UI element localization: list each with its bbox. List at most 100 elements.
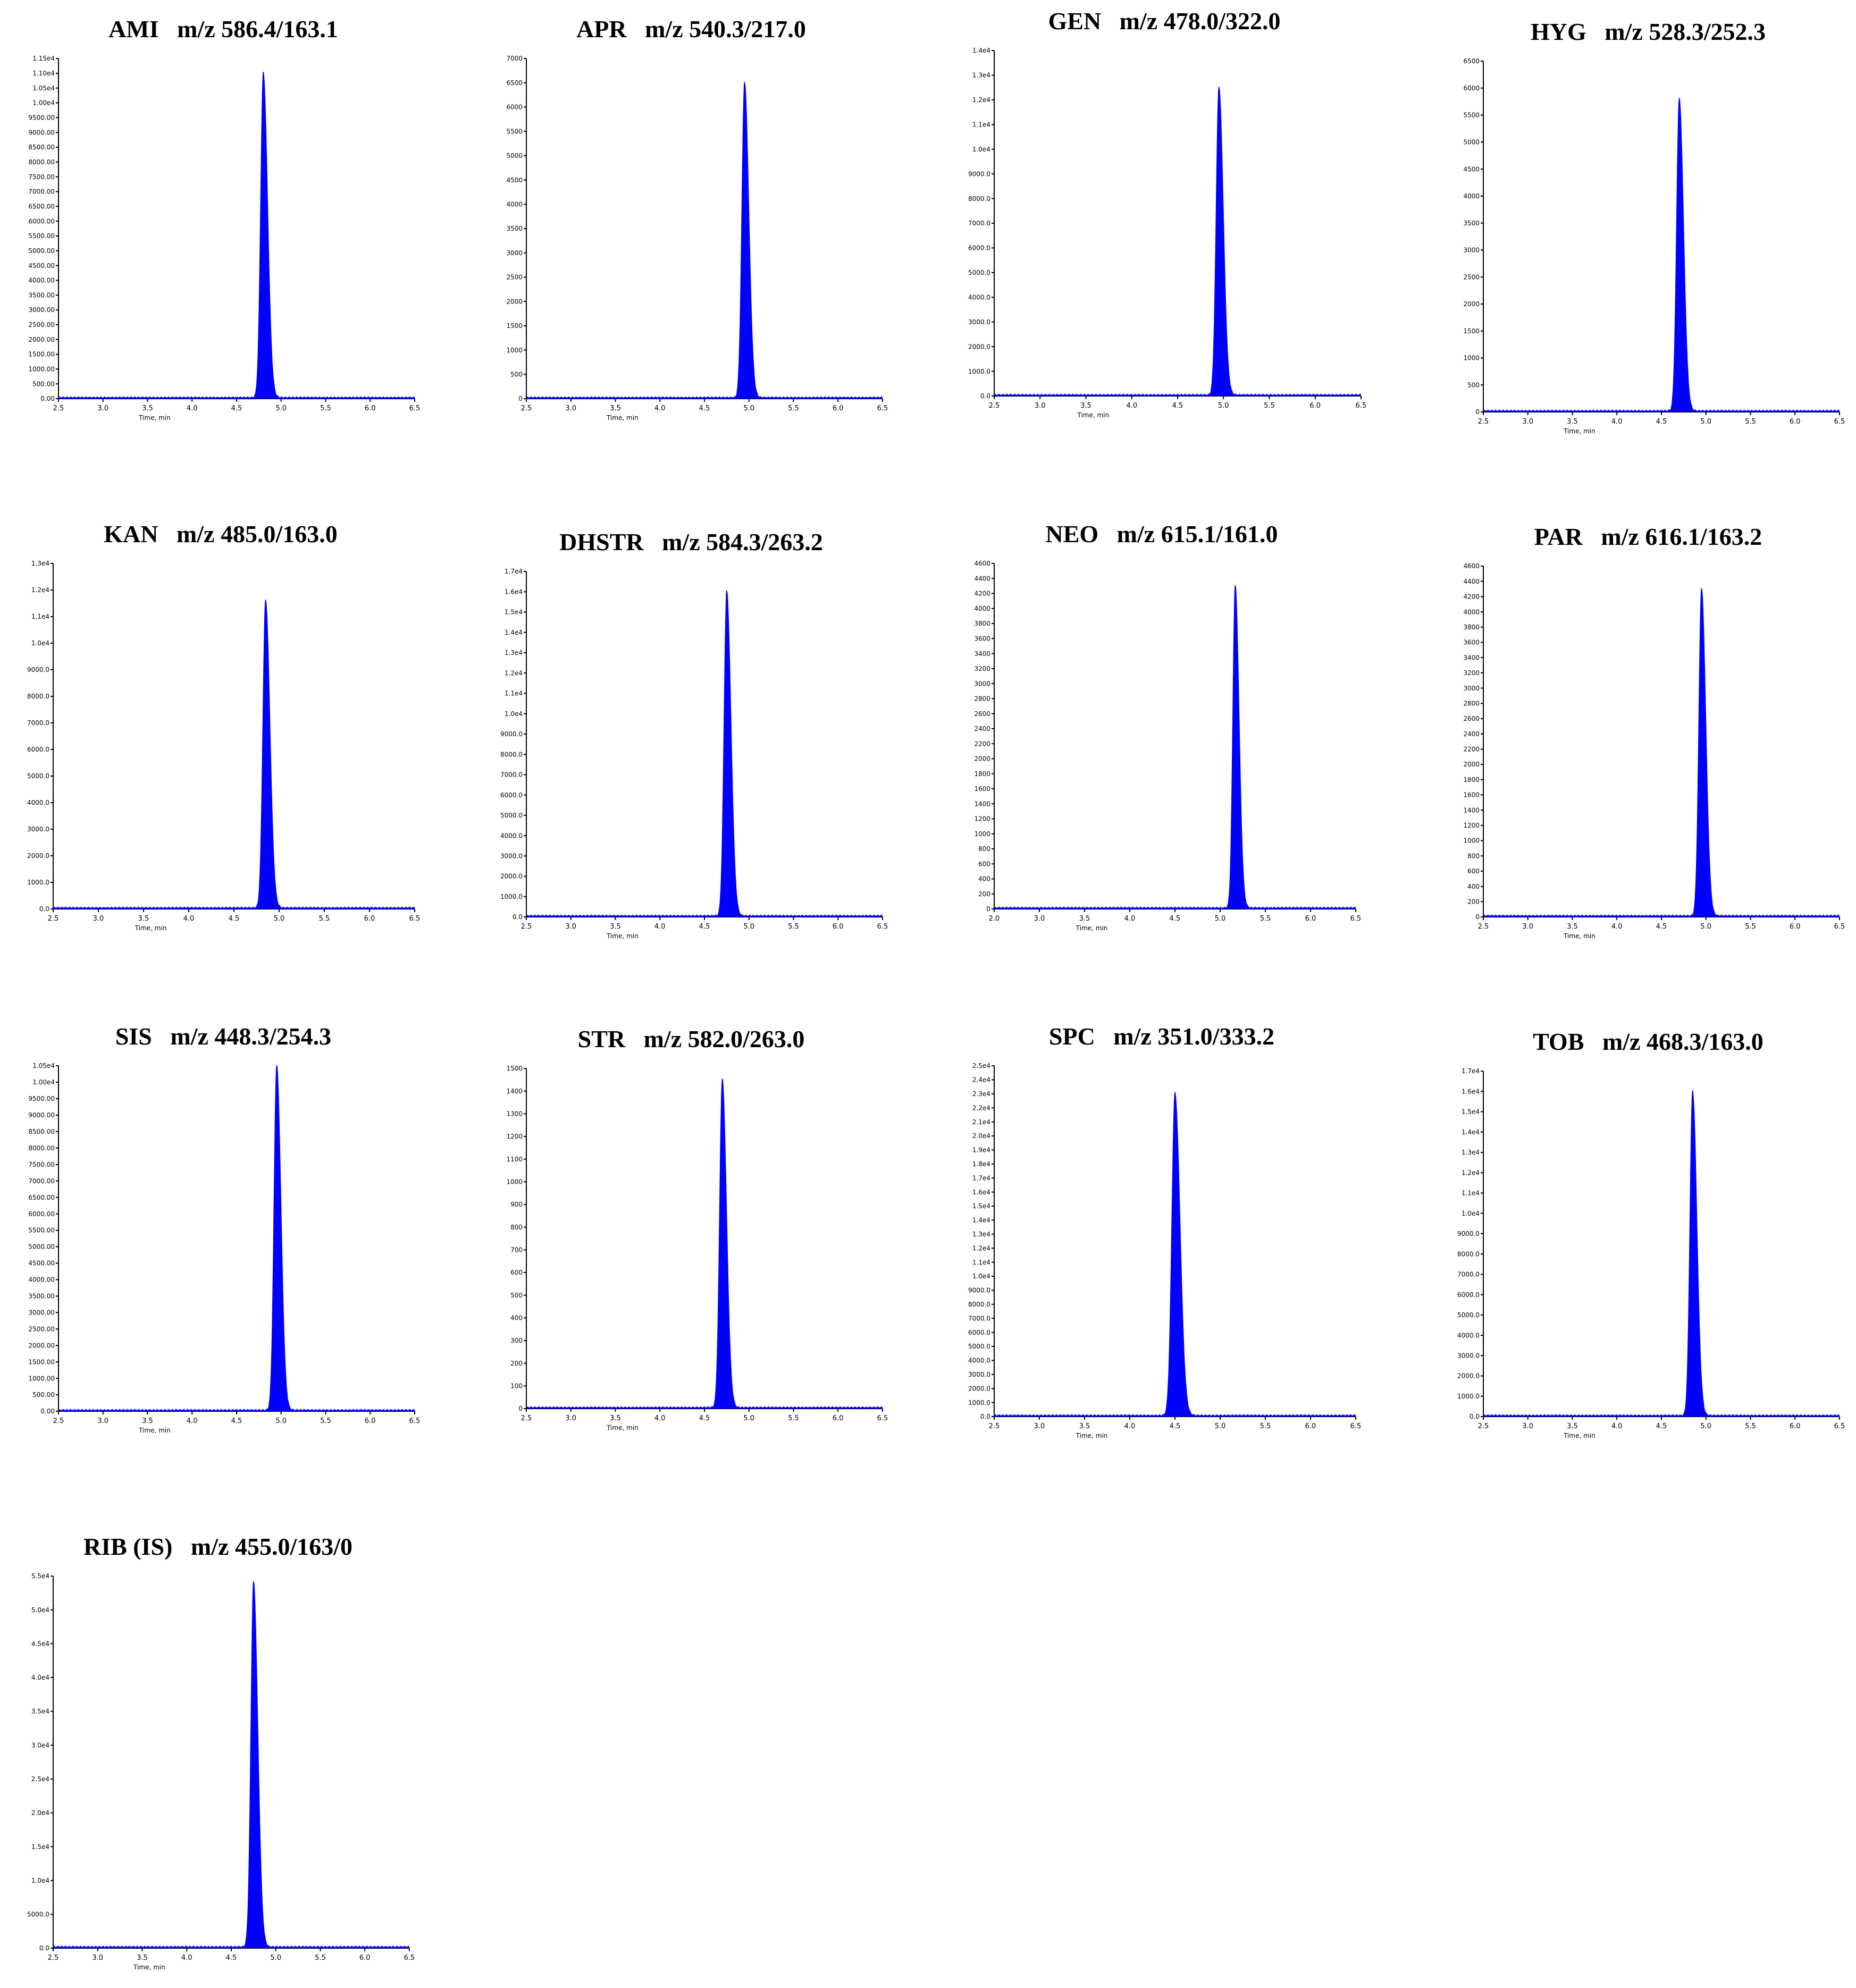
y-tick-label: 7000.0 <box>968 220 990 227</box>
x-tick-label: 5.5 <box>788 923 799 931</box>
y-tick-label: 3000.0 <box>1457 1352 1480 1359</box>
x-axis-label: Time, min <box>1077 411 1109 419</box>
x-tick-label: 3.5 <box>1567 1422 1578 1430</box>
x-tick-label: 6.0 <box>1790 1422 1801 1430</box>
panel-title: PAR m/z 616.1/163.2 <box>1534 523 1762 550</box>
chromatogram-panel: HYG m/z 528.3/252.3 0 500 1000 1500 2000 2500 3… <box>1451 16 1845 441</box>
y-tick-label: 400 <box>1467 883 1480 890</box>
x-tick-label: 3.0 <box>565 1414 576 1422</box>
y-tick-label: 9000.0 <box>500 730 523 738</box>
y-tick-label: 4000.0 <box>968 1357 990 1364</box>
y-tick-label: 2600 <box>974 710 990 718</box>
y-tick-label: 1600 <box>974 785 990 793</box>
y-tick-label: 2400 <box>974 725 990 732</box>
y-tick-label: 2.4e4 <box>972 1076 990 1084</box>
x-tick-label: 4.0 <box>181 1954 192 1962</box>
y-tick-label: 7000.0 <box>968 1315 990 1322</box>
y-tick-label: 1000.0 <box>500 893 523 900</box>
y-tick-label: 500.00 <box>32 1391 55 1399</box>
y-tick-label: 1.1e4 <box>972 121 990 128</box>
x-tick-label: 6.0 <box>1309 402 1321 410</box>
x-tick-label: 4.0 <box>187 405 198 412</box>
panel-title: STR m/z 582.0/263.0 <box>577 1025 805 1052</box>
chromatogram-peak-fill <box>526 1079 883 1409</box>
y-tick-label: 1.5e4 <box>972 1202 990 1210</box>
panel-title: HYG m/z 528.3/252.3 <box>1530 18 1766 45</box>
y-tick-label: 2500.00 <box>28 1325 55 1333</box>
panel-title: SPC m/z 351.0/333.2 <box>1048 1023 1275 1050</box>
y-tick-label: 1.2e4 <box>31 586 49 594</box>
y-tick-label: 4000 <box>1463 192 1480 200</box>
x-tick-label: 3.0 <box>565 923 576 931</box>
x-tick-label: 5.5 <box>320 1417 331 1425</box>
y-tick-label: 6500 <box>506 79 523 87</box>
y-tick-label: 1800 <box>1463 776 1480 784</box>
x-tick-label: 6.0 <box>1305 915 1316 923</box>
x-tick-label: 4.5 <box>226 1954 237 1962</box>
y-tick-label: 2500.00 <box>28 321 55 328</box>
x-tick-label: 5.5 <box>788 405 799 412</box>
chromatogram-panel: PAR m/z 616.1/163.2 0 200 400 600 800 1000 1200… <box>1451 521 1845 946</box>
y-tick-label: 1800 <box>974 770 990 778</box>
chromatogram-trace <box>58 1065 415 1412</box>
chromatogram-trace <box>53 1581 410 1949</box>
chromatogram-peak-fill <box>1483 1090 1840 1417</box>
x-tick-label: 2.5 <box>1478 923 1489 931</box>
y-tick-label: 100 <box>510 1383 523 1390</box>
y-tick-label: 5000 <box>1463 139 1480 146</box>
y-tick-label: 4200 <box>974 590 990 597</box>
y-tick-label: 3500 <box>506 225 523 232</box>
y-tick-label: 1.10e4 <box>32 70 55 77</box>
x-tick-label: 6.5 <box>877 1414 888 1422</box>
y-tick-label: 1.0e4 <box>972 1273 990 1280</box>
y-tick-label: 9000.0 <box>968 170 990 178</box>
y-tick-label: 6500.00 <box>28 203 55 210</box>
y-tick-label: 5000.0 <box>27 772 49 780</box>
y-tick-label: 1.05e4 <box>32 1062 55 1069</box>
y-tick-label: 1400 <box>506 1088 523 1095</box>
y-tick-label: 1.3e4 <box>972 1231 990 1238</box>
y-tick-label: 8000.0 <box>968 1301 990 1308</box>
y-tick-label: 3000 <box>1463 685 1480 692</box>
x-tick-label: 4.5 <box>1172 402 1183 410</box>
y-tick-label: 1.2e4 <box>505 669 523 677</box>
y-tick-label: 1.1e4 <box>1462 1190 1480 1197</box>
x-tick-label: 4.0 <box>654 405 666 412</box>
y-tick-label: 1.4e4 <box>972 1217 990 1224</box>
y-tick-label: 4000.00 <box>28 1276 55 1284</box>
y-tick-label: 4000 <box>1463 608 1480 616</box>
y-tick-label: 4400 <box>974 575 990 582</box>
y-tick-label: 1.8e4 <box>972 1160 990 1168</box>
x-tick-label: 3.0 <box>93 915 104 923</box>
y-tick-label: 4500 <box>1463 165 1480 173</box>
x-tick-label: 2.0 <box>989 915 1000 923</box>
y-tick-label: 4000 <box>974 605 990 612</box>
y-tick-label: 1.7e4 <box>972 1174 990 1182</box>
panel-title: DHSTR m/z 584.3/263.2 <box>559 528 823 555</box>
y-tick-label: 8000.0 <box>500 751 523 758</box>
panel-title: APR m/z 540.3/217.0 <box>576 15 806 43</box>
y-tick-label: 7000.0 <box>1457 1271 1480 1278</box>
y-tick-label: 1.4e4 <box>505 629 523 636</box>
chromatogram-peak-fill <box>58 1065 415 1411</box>
x-tick-label: 2.5 <box>521 923 532 931</box>
y-tick-label: 0.0 <box>1469 1413 1480 1420</box>
chromatogram-trace <box>58 72 415 400</box>
y-tick-label: 3000.00 <box>28 1309 55 1316</box>
y-tick-label: 5000.0 <box>27 1911 49 1918</box>
x-tick-label: 3.0 <box>97 405 108 412</box>
chromatogram-plot: 0 100 200 300 400 500 600 700 800 900 1000 1100 1200… <box>506 1065 888 1431</box>
x-tick-label: 3.0 <box>565 405 576 412</box>
x-tick-label: 4.0 <box>1126 402 1137 410</box>
x-tick-label: 3.5 <box>142 405 153 412</box>
y-tick-label: 3800 <box>974 620 990 627</box>
y-tick-label: 2000 <box>974 755 990 763</box>
y-tick-label: 4000.0 <box>27 799 49 806</box>
chromatogram-panel: APR m/z 540.3/217.0 0 500 1000 1500 2000 2500 3… <box>494 13 888 428</box>
y-tick-label: 1.2e4 <box>972 1244 990 1252</box>
chromatogram-panel: NEO m/z 615.1/161.0 0 200 400 600 800 1000 1200… <box>962 518 1361 938</box>
x-tick-label: 4.0 <box>654 923 666 931</box>
y-tick-label: 8000.00 <box>28 158 55 166</box>
y-tick-label: 1200 <box>974 815 990 823</box>
y-tick-label: 2000.0 <box>27 852 49 860</box>
